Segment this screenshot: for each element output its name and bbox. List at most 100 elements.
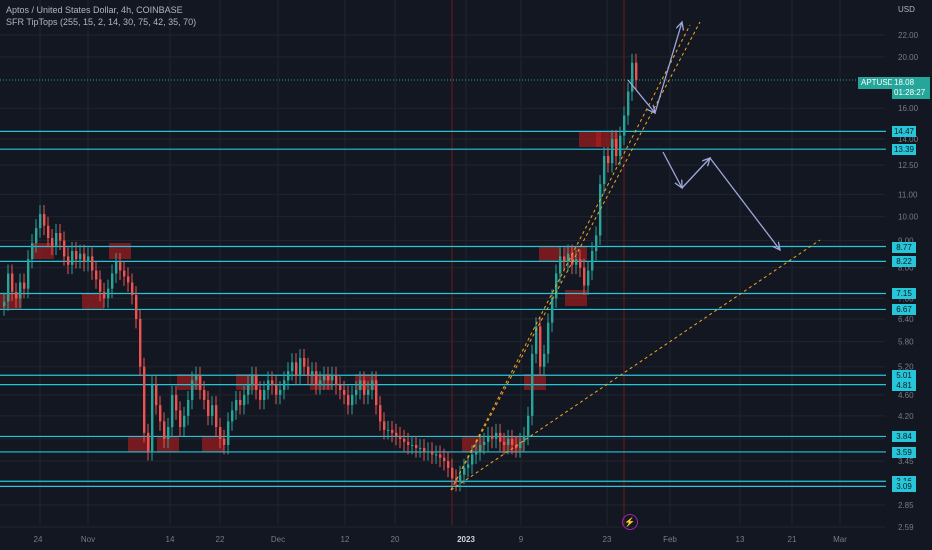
- candle-body: [583, 267, 586, 286]
- candle-body: [283, 380, 286, 390]
- forecast-arrow: [662, 151, 682, 188]
- candle-body: [579, 259, 582, 268]
- candle-body: [463, 467, 466, 475]
- price-tick: 9.00: [898, 237, 914, 246]
- candle-body: [187, 399, 190, 416]
- candle-body: [475, 451, 478, 455]
- candle-body: [275, 385, 278, 395]
- level-label: 4.81: [892, 379, 916, 391]
- candle-body: [379, 405, 382, 422]
- candle-body: [135, 295, 138, 319]
- candle-body: [19, 282, 22, 299]
- candle-body: [591, 251, 594, 271]
- candle-body: [119, 261, 122, 271]
- candle-body: [319, 380, 322, 386]
- candle-body: [219, 427, 222, 439]
- candle-body: [455, 478, 458, 482]
- candle-body: [155, 385, 158, 406]
- currency-label: USD: [898, 5, 915, 14]
- candle-body: [191, 380, 194, 400]
- lightning-icon[interactable]: ⚡: [622, 514, 638, 530]
- price-tick: 2.59: [898, 523, 914, 532]
- candle-body: [211, 405, 214, 416]
- candle-body: [195, 375, 198, 381]
- time-tick: 20: [391, 535, 400, 544]
- resistance-zone: [524, 374, 546, 390]
- candle-body: [115, 261, 118, 274]
- candle-body: [355, 389, 358, 395]
- candle-body: [255, 375, 258, 390]
- candle-body: [267, 380, 270, 390]
- trendline: [450, 239, 821, 491]
- candle-body: [163, 421, 166, 439]
- candle-body: [471, 454, 474, 465]
- price-tick: 16.00: [898, 104, 919, 113]
- resistance-zone: [462, 436, 484, 452]
- candle-body: [59, 233, 62, 241]
- time-tick: 9: [519, 535, 524, 544]
- candle-body: [251, 375, 254, 386]
- candle-body: [415, 444, 418, 449]
- candle-body: [439, 454, 442, 458]
- candle-body: [11, 273, 14, 292]
- candle-body: [315, 371, 318, 386]
- candle-body: [307, 366, 310, 376]
- candle-body: [407, 441, 410, 445]
- candle-body: [363, 380, 366, 395]
- time-tick: 13: [736, 535, 745, 544]
- candle-body: [27, 259, 30, 289]
- forecast-arrow: [681, 158, 710, 189]
- candle-body: [183, 415, 186, 428]
- symbol-title: Aptos / United States Dollar, 4h, COINBA…: [6, 5, 183, 15]
- candle-body: [599, 184, 602, 236]
- candle-body: [515, 444, 518, 449]
- level-label: 8.77: [892, 241, 916, 253]
- candle-body: [235, 399, 238, 411]
- candle-body: [615, 138, 618, 156]
- forecast-arrows: [627, 22, 780, 250]
- trendline: [450, 21, 701, 491]
- indicator-label[interactable]: SFR TipTops (255, 15, 2, 14, 30, 75, 42,…: [6, 17, 197, 27]
- candle-body: [443, 457, 446, 462]
- candle-body: [31, 243, 34, 260]
- resistance-zone: [202, 436, 224, 452]
- time-tick: 21: [788, 535, 797, 544]
- candle-body: [23, 282, 26, 289]
- candle-body: [551, 298, 554, 323]
- time-tick: Nov: [81, 535, 95, 544]
- candle-body: [15, 291, 18, 299]
- candle-body: [635, 62, 638, 81]
- candle-body: [303, 358, 306, 367]
- chart-legend: Aptos / United States Dollar, 4h, COINBA…: [6, 4, 196, 28]
- time-tick: Feb: [663, 535, 677, 544]
- candle-body: [527, 415, 530, 436]
- candle-body: [323, 375, 326, 381]
- candle-body: [435, 454, 438, 456]
- candle-body: [107, 288, 110, 299]
- level-label: 7.15: [892, 288, 916, 300]
- candle-body: [331, 375, 334, 381]
- candle-body: [399, 435, 402, 439]
- candle-body: [111, 273, 114, 289]
- candle-body: [87, 256, 90, 262]
- candle-body: [151, 385, 154, 452]
- level-label: 14.47: [892, 126, 916, 138]
- candle-body: [447, 461, 450, 468]
- candle-body: [335, 375, 338, 386]
- candle-body: [311, 371, 314, 376]
- candle-body: [259, 389, 262, 400]
- candle-body: [279, 389, 282, 395]
- candle-body: [487, 435, 490, 442]
- candle-body: [35, 228, 38, 244]
- candle-body: [595, 235, 598, 252]
- time-axis[interactable]: 24 Nov 14 22 Dec 12 20 2023 9 23 Feb 13 21 Mar: [34, 535, 848, 544]
- candle-body: [167, 427, 170, 439]
- price-tick: 10.00: [898, 212, 919, 221]
- candle-body: [175, 394, 178, 411]
- candle-body: [83, 253, 86, 262]
- price-tick: 20.00: [898, 53, 919, 62]
- candle-body: [223, 438, 226, 445]
- candle-body: [47, 225, 50, 239]
- candle-body: [451, 467, 454, 479]
